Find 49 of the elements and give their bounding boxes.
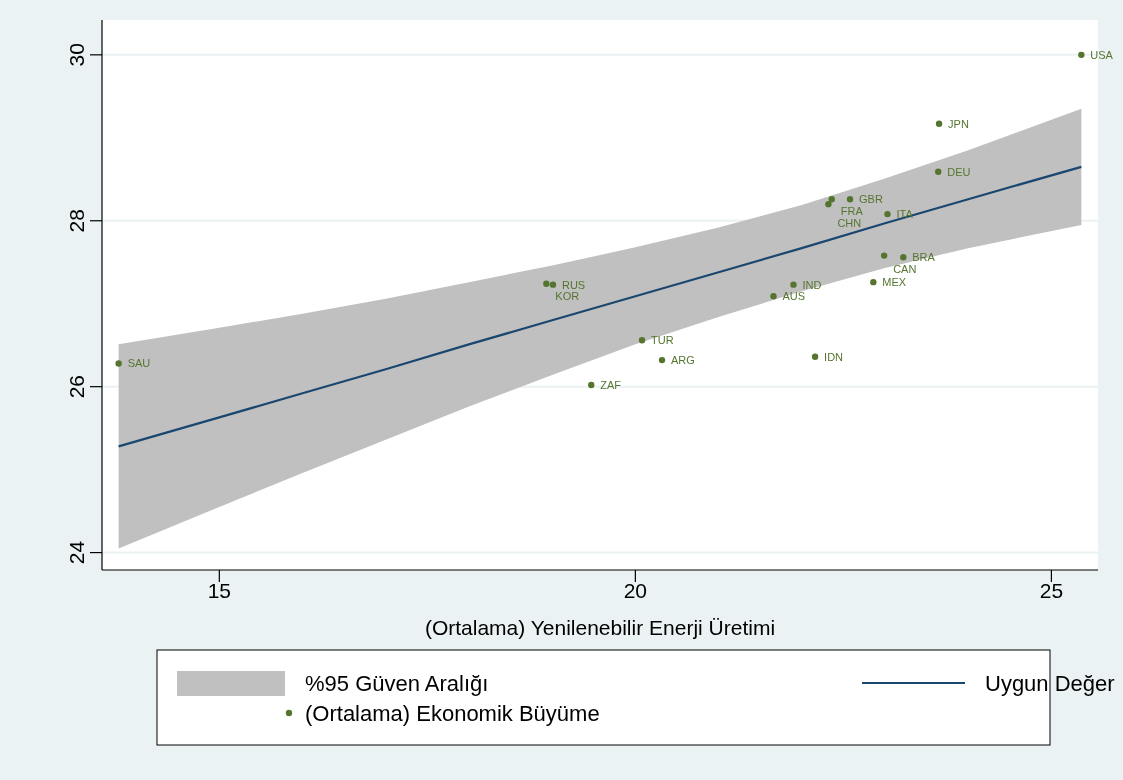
annotation: JPN [948,117,969,130]
x-axis-title: (Ortalama) Yenilenebilir Enerji Üretimi [424,616,776,639]
point [811,353,819,360]
point [900,254,907,261]
point [790,281,797,288]
y-tick-label: 28 [65,209,88,233]
annotation: GBR [859,193,883,206]
point [115,360,122,367]
annotation: RUS [561,278,586,291]
y-tick-label: 24 [65,540,88,565]
point [846,195,854,203]
x-tick-label: 25 [1039,579,1064,602]
point [638,337,646,344]
annotation: KOR [555,290,580,303]
annotation: MEX [882,276,907,289]
point [884,210,891,218]
x-tick-label: 20 [623,579,648,602]
line-series [117,165,1083,448]
annotation: USA [1090,48,1114,61]
point [828,195,835,203]
point [870,278,877,286]
point [880,252,888,259]
annotation: FRA [840,204,864,217]
legend-label: Uygun Değer [985,671,1115,696]
x-tick-label: 15 [207,579,231,602]
annotation: TUR [651,334,674,347]
point [935,168,942,176]
annotation: AUS [782,290,806,303]
point [658,356,666,364]
legend-label: %95 Güven Aralığı [305,671,489,696]
point [825,200,832,208]
annotation: IND [802,278,822,291]
point [770,293,777,300]
legend-label: (Ortalama) Ekonomik Büyüme [305,701,600,726]
annotation: SAU [127,357,151,370]
annotation: ARG [670,354,695,367]
point [549,281,557,288]
point [543,280,550,287]
annotation: ZAF [600,379,622,392]
point [588,381,595,389]
annotation: BRA [912,251,936,264]
annotation: DEU [947,165,971,178]
y-tick-label: 26 [65,374,88,399]
point [1078,51,1085,59]
point [935,120,943,127]
annotation: CHN [837,216,862,229]
y-tick-label: 30 [65,43,88,67]
annotation: IDN [824,350,844,363]
annotation: CAN [893,262,917,275]
